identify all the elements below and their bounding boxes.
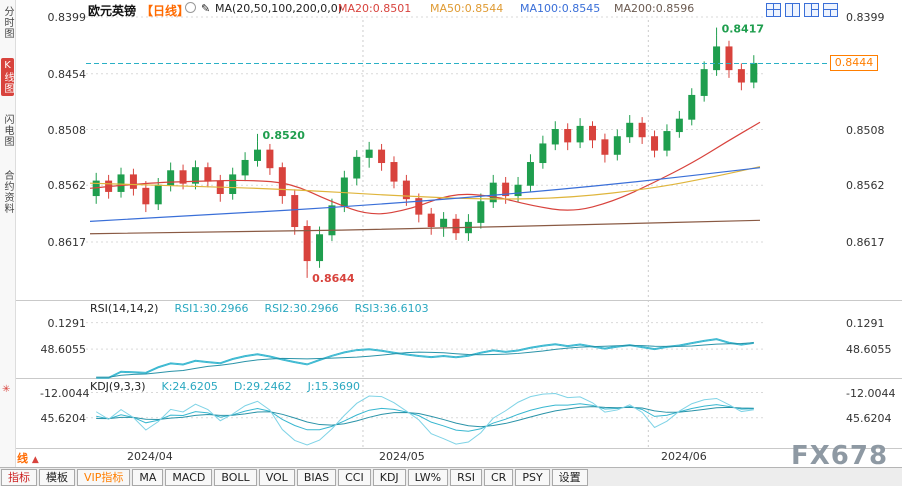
layout-quad-icon[interactable] <box>766 3 781 17</box>
chart-header: 欧元英镑 【日线】 ✎ MA(20,50,100,200,0,0) MA20:0… <box>0 0 902 18</box>
toolbar-tab-rsi[interactable]: RSI <box>450 468 482 486</box>
kdj-d-value: D:29.2462 <box>233 380 292 393</box>
kdj-header: KDJ(9,3,3) K:24.6205 D:29.2462 J:15.3690 <box>90 380 360 393</box>
dropdown-up-arrow-icon: ▲ <box>31 455 39 465</box>
toolbar-tab-boll[interactable]: BOLL <box>214 468 257 486</box>
kdj-j-line <box>95 393 754 446</box>
indicator-settings-burst-icon[interactable]: ✳ <box>2 384 11 395</box>
pencil-icon[interactable]: ✎ <box>201 2 211 15</box>
left-sidebar: 分时图 K线图 闪电图 合约资料 <box>0 0 16 486</box>
toolbar-tab-vol[interactable]: VOL <box>258 468 295 486</box>
period-tag: 【日线】 <box>141 4 190 18</box>
toolbar-tab-vip-indicator[interactable]: VIP指标 <box>77 468 131 486</box>
price-annotation: 0.8644 <box>312 272 355 285</box>
kdj-k-value: K:24.6205 <box>161 380 218 393</box>
toolbar-tab-indicator[interactable]: 指标 <box>1 468 37 486</box>
toolbar-tab-psy[interactable]: PSY <box>515 468 550 486</box>
toolbar-tab-bias[interactable]: BIAS <box>296 468 337 486</box>
x-label-june: 2024/06 <box>661 450 707 463</box>
price-annotation: 0.8417 <box>722 23 764 36</box>
rsi2-line <box>96 339 754 379</box>
layout-three-pane-icon[interactable] <box>804 3 819 17</box>
toolbar-tab-cci[interactable]: CCI <box>338 468 371 486</box>
toolbar-tab-lw[interactable]: LW% <box>407 468 449 486</box>
x-label-may: 2024/05 <box>379 450 425 463</box>
toolbar-tab-settings[interactable]: 设置 <box>551 468 588 486</box>
toolbar-tab-cr[interactable]: CR <box>484 468 514 486</box>
rsi-header: RSI(14,14,2) RSI1:30.2966 RSI2:30.2966 R… <box>90 302 429 315</box>
rsi-title: RSI(14,14,2) <box>90 302 159 315</box>
layout-single-icon[interactable] <box>823 3 838 17</box>
kdj-j-value: J:15.3690 <box>307 380 361 393</box>
kdj-title: KDJ(9,3,3) <box>90 380 146 393</box>
sidebar-item-timeshare-chart[interactable]: 分时图 <box>2 6 13 39</box>
rsi2-value: RSI2:30.2966 <box>264 302 339 315</box>
ma100-line <box>89 167 761 222</box>
rsi3-value: RSI3:36.6103 <box>354 302 429 315</box>
fx678-watermark: FX678 <box>791 441 889 471</box>
toolbar-tab-macd[interactable]: MACD <box>165 468 213 486</box>
kdj-k-line <box>96 403 754 432</box>
toolbar-tab-kdj[interactable]: KDJ <box>372 468 406 486</box>
layout-switcher <box>766 3 838 17</box>
kdj-d-line <box>96 406 754 428</box>
sidebar-item-lightning-chart[interactable]: 闪电图 <box>2 114 13 147</box>
ma-settings-label: MA(20,50,100,200,0,0) <box>215 2 343 15</box>
toolbar-tab-ma[interactable]: MA <box>132 468 164 486</box>
toolbar-tab-template[interactable]: 模板 <box>39 468 75 486</box>
ma50-line <box>89 166 761 200</box>
ma200-line <box>89 219 761 235</box>
sidebar-item-contract-info[interactable]: 合约资料 <box>2 170 13 214</box>
symbol-title: 欧元英镑 <box>88 4 137 18</box>
x-label-april: 2024/04 <box>127 450 173 463</box>
ma20-value: MA20:0.8501 <box>338 2 412 15</box>
rsi1-value: RSI1:30.2966 <box>174 302 249 315</box>
ma50-value: MA50:0.8544 <box>430 2 504 15</box>
sidebar-item-kline-chart[interactable]: K线图 <box>1 58 14 96</box>
rsi1-line <box>96 338 754 378</box>
ma200-value: MA200:0.8596 <box>614 2 695 15</box>
layout-two-vertical-icon[interactable] <box>785 3 800 17</box>
ma20-line <box>89 121 761 215</box>
bottom-toolbar: 指标 模板 VIP指标 MA MACD BOLL VOL BIAS CCI KD… <box>0 467 902 486</box>
ma100-value: MA100:0.8545 <box>520 2 601 15</box>
price-annotation: 0.8520 <box>263 129 306 142</box>
sync-circle-icon[interactable] <box>185 2 196 13</box>
rsi3-line <box>96 342 754 378</box>
